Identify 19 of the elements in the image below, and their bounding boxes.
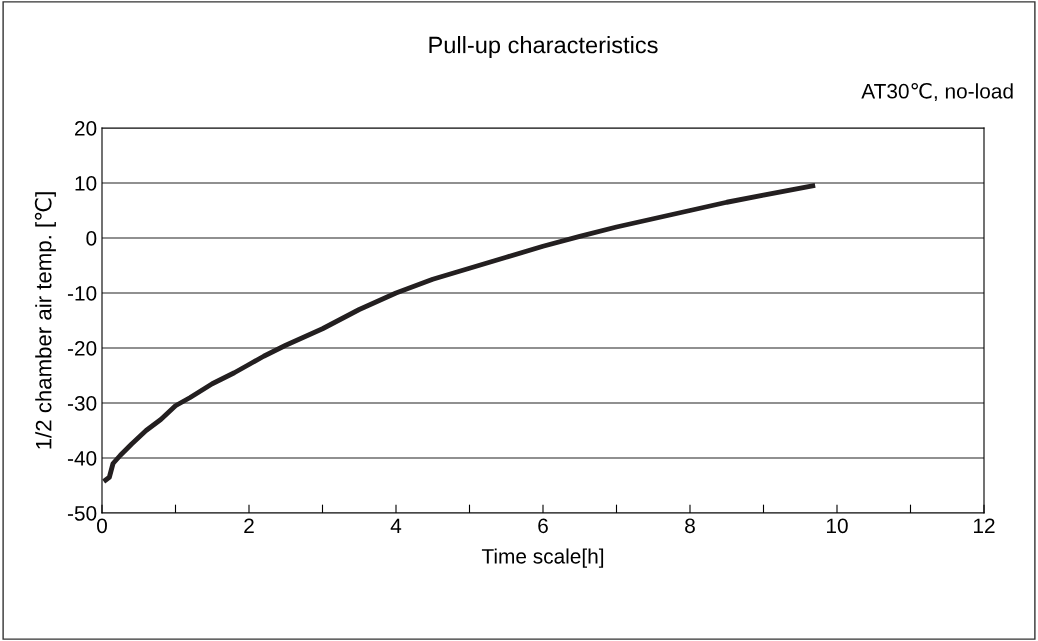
y-tick-label: -30 [67,396,97,411]
x-tick-label: 10 [827,518,848,534]
y-tick-label: -20 [67,341,97,356]
x-tick-label: 12 [974,518,995,533]
x-tick-label: 6 [538,518,548,534]
x-axis-title: Time scale[h] [481,548,604,568]
y-tick-label: 20 [75,121,97,136]
y-tick-label: -10 [67,286,97,301]
y-tick-label: 0 [86,231,97,246]
chart-title: Pull-up characteristics [429,36,658,58]
y-tick-label: 10 [75,176,97,191]
x-tick-label: 4 [390,518,402,533]
x-tick-label: 0 [97,518,107,534]
y-axis-title: 1/2 chamber air temp. [℃] [34,192,56,449]
x-tick-label: 8 [685,518,695,534]
y-tick-label: -40 [67,451,97,466]
y-tick-label: -50 [67,506,97,521]
x-tick-label: 2 [244,518,254,533]
text: AT30℃, no-load [861,82,1013,102]
